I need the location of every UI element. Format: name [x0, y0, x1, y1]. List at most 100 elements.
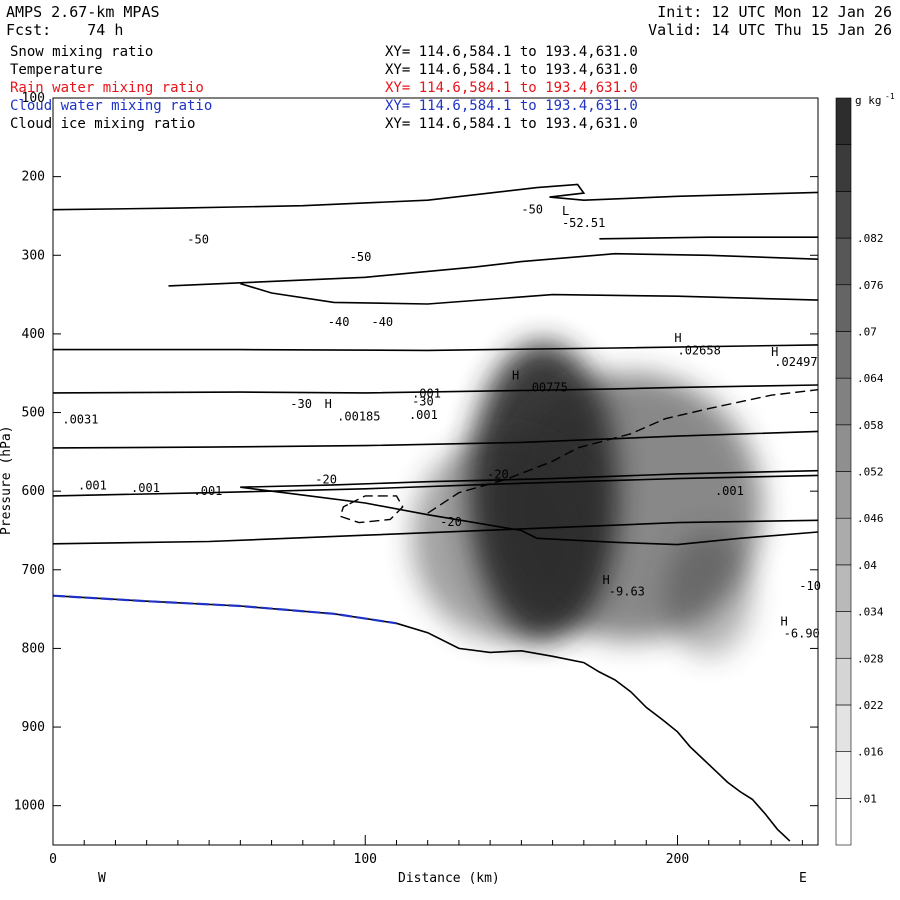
field-xy-cloud-water: XY= 114.6,584.1 to 193.4,631.0: [385, 98, 638, 114]
colorbar-segment: [835, 798, 852, 846]
colorbar-segment: [835, 657, 852, 706]
contour-label: .001: [715, 484, 744, 498]
contour-label: .02497: [774, 355, 817, 369]
y-tick-label: 800: [22, 641, 45, 656]
y-tick-label: 300: [22, 248, 45, 263]
colorbar-segment: [835, 284, 852, 332]
y-tick-label: 400: [22, 327, 45, 342]
contour-label: -6.90: [784, 626, 820, 640]
forecast-hour: Fcst: 74 h: [6, 21, 124, 39]
y-tick-label: 200: [22, 170, 45, 185]
contour-label: H: [603, 573, 610, 587]
field-xy-temperature: XY= 114.6,584.1 to 193.4,631.0: [385, 62, 638, 78]
x-tick-label: 200: [666, 852, 689, 867]
temperature-contour-10: [240, 486, 818, 546]
colorbar-label: .028: [857, 652, 884, 665]
temperature-contour-7: [53, 474, 818, 497]
contour-label: .001: [131, 481, 160, 495]
temperature-contour-0: [53, 183, 818, 211]
temperature-contour-11: [53, 594, 791, 842]
colorbar-label: .052: [857, 466, 884, 479]
field-name-cloud-water: Cloud water mixing ratio: [10, 98, 213, 114]
contour-label: .02658: [677, 343, 720, 357]
y-tick-label: 100: [22, 91, 45, 106]
contour-label: H: [781, 615, 788, 629]
terrain-line: [52, 594, 397, 625]
colorbar-label: .04: [857, 559, 877, 572]
shading-blob-2: [412, 436, 600, 641]
contour-label: -52.51: [562, 216, 605, 230]
contour-label: -50: [350, 250, 372, 264]
contour-label: .001: [78, 479, 107, 493]
x-end-label-east: E: [799, 871, 807, 886]
field-xy-cloud-ice: XY= 114.6,584.1 to 193.4,631.0: [385, 116, 638, 132]
y-tick-label: 600: [22, 484, 45, 499]
y-tick-label: 900: [22, 720, 45, 735]
x-tick-label: 0: [49, 852, 57, 867]
colorbar-label: .064: [857, 372, 884, 385]
colorbar-segment: [835, 704, 852, 752]
plot-frame: [52, 97, 819, 846]
colorbar-segment: [835, 191, 852, 239]
temperature-contour-2: [168, 252, 818, 287]
shading-blob-3: [665, 530, 753, 657]
x-end-label-west: W: [98, 871, 106, 886]
colorbar-segment: [835, 331, 852, 379]
temperature-contour-5: [53, 384, 818, 394]
colorbar-segment: [835, 471, 852, 519]
colorbar-segment: [835, 751, 852, 799]
model-title: AMPS 2.67-km MPAS: [6, 3, 160, 21]
colorbar-segment: [835, 237, 852, 286]
contour-label: -40: [371, 315, 393, 329]
contour-label: .0031: [62, 413, 98, 427]
contour-label: -40: [328, 315, 350, 329]
snow-shading: [412, 341, 762, 657]
temperature-contour-8: [53, 519, 818, 545]
contour-label: H: [674, 331, 681, 345]
temperature-contour-3: [240, 282, 818, 305]
field-name-temperature: Temperature: [10, 62, 103, 78]
temperature-contour-9: [240, 469, 818, 488]
y-tick-label: 700: [22, 563, 45, 578]
colorbar-segment: [835, 97, 852, 145]
temperature-contour-6: [53, 430, 818, 449]
colorbar-segment: [835, 564, 852, 612]
valid-time: Valid: 14 UTC Thu 15 Jan 26: [648, 21, 892, 39]
colorbar-label: .016: [857, 746, 884, 759]
colorbar-label: .046: [857, 512, 884, 525]
contour-label: H: [771, 345, 778, 359]
contour-label: -50: [521, 203, 543, 217]
field-xy-snow: XY= 114.6,584.1 to 193.4,631.0: [385, 44, 638, 60]
colorbar-label: .082: [857, 232, 884, 245]
cloud-water-contour: [52, 594, 397, 625]
colorbar-segment: [835, 144, 852, 192]
init-time: Init: 12 UTC Mon 12 Jan 26: [657, 3, 892, 21]
colorbar-label: .07: [857, 325, 877, 338]
colorbar-label: .022: [857, 699, 884, 712]
colorbar-label: .058: [857, 419, 884, 432]
snow-contour-0: [339, 495, 404, 524]
x-tick-label: 100: [354, 852, 377, 867]
colorbar-label: .034: [857, 606, 884, 619]
temperature-contour-1: [599, 236, 818, 240]
colorbar-segment: [835, 611, 852, 659]
field-name-snow: Snow mixing ratio: [10, 44, 154, 60]
field-xy-rain: XY= 114.6,584.1 to 193.4,631.0: [385, 80, 638, 96]
y-tick-label: 500: [22, 406, 45, 421]
contour-label: -9.63: [609, 585, 645, 599]
colorbar: .01 .016 .022 .028 .034 .04 .046 .052 .058 .064 .0…: [835, 97, 884, 846]
contour-lines: [53, 183, 818, 842]
x-axis-label: Distance (km): [398, 871, 500, 886]
contour-label: .00185: [337, 409, 380, 423]
contour-label: .001: [194, 484, 223, 498]
colorbar-label: .076: [857, 279, 884, 292]
contour-label: -30: [412, 394, 434, 408]
contour-label: .001: [412, 387, 441, 401]
colorbar-unit-exponent: -1: [885, 92, 895, 101]
contour-label: -50: [187, 232, 209, 246]
contour-labels: -50 L-52.51-50-50-40 -40H.02658 H.02497H.00…: [62, 203, 821, 641]
contour-label: H: [512, 369, 519, 383]
axes: 100 200 300 400 500 600 700 800 900 1000 0 100 200: [14, 91, 818, 867]
contour-label: -20: [315, 472, 337, 486]
